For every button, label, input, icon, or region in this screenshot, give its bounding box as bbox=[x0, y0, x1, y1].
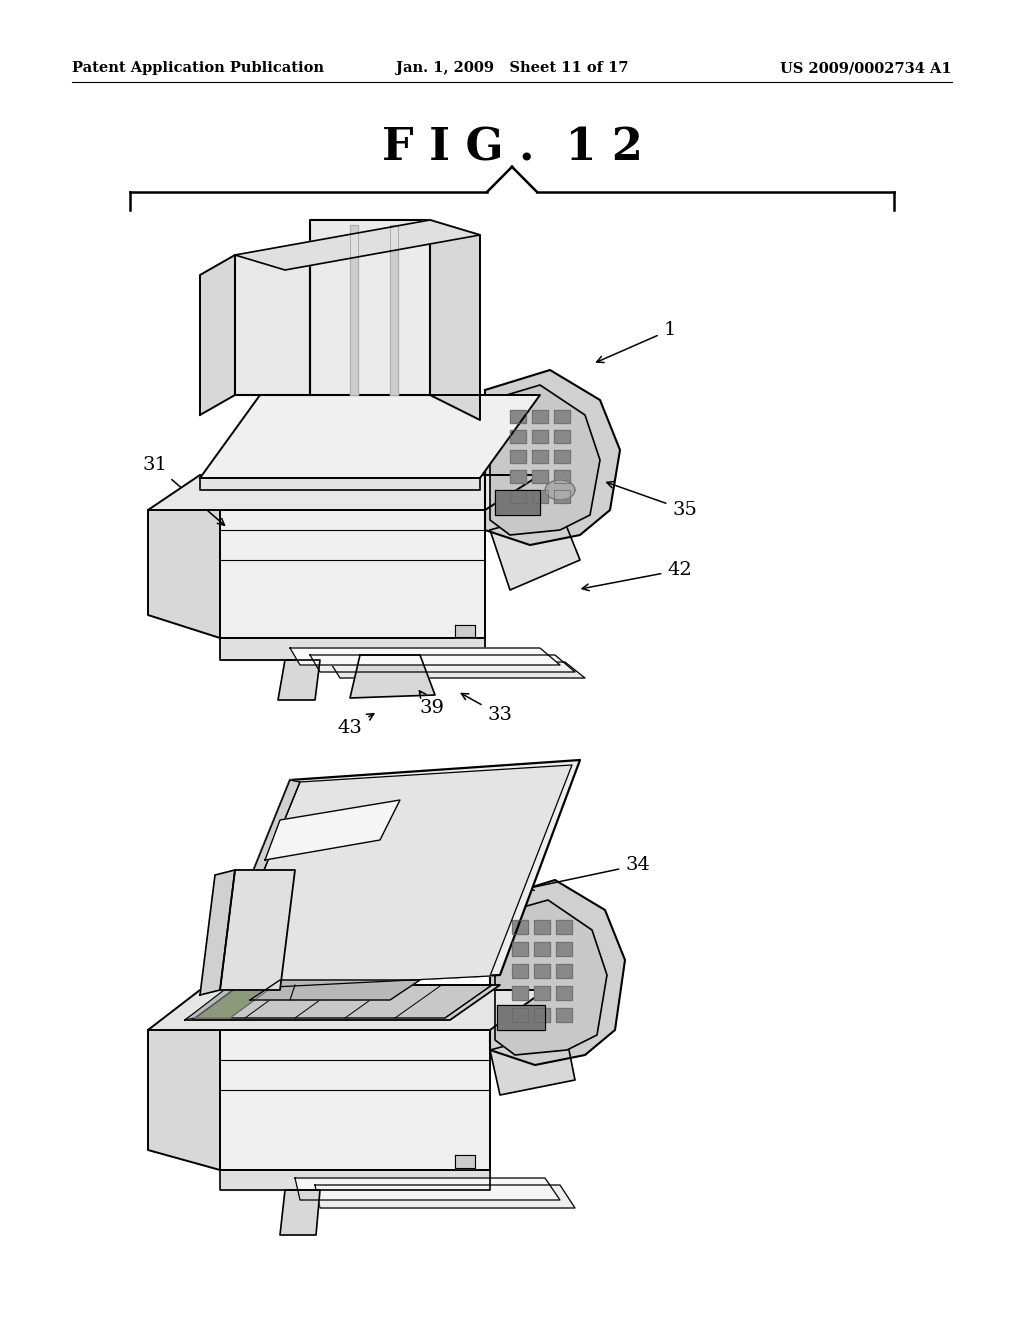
Polygon shape bbox=[532, 490, 548, 503]
Polygon shape bbox=[205, 780, 300, 990]
Polygon shape bbox=[554, 450, 570, 463]
Polygon shape bbox=[532, 450, 548, 463]
Polygon shape bbox=[490, 385, 600, 535]
Text: 39: 39 bbox=[419, 690, 444, 717]
Polygon shape bbox=[195, 985, 275, 1018]
Polygon shape bbox=[554, 470, 570, 483]
Polygon shape bbox=[330, 663, 585, 678]
Polygon shape bbox=[200, 478, 480, 490]
Polygon shape bbox=[556, 986, 572, 1001]
Polygon shape bbox=[512, 920, 528, 935]
Polygon shape bbox=[148, 1030, 220, 1170]
Polygon shape bbox=[220, 870, 295, 990]
Polygon shape bbox=[250, 979, 420, 1001]
Text: 35: 35 bbox=[607, 482, 697, 519]
Polygon shape bbox=[430, 220, 480, 420]
Polygon shape bbox=[485, 370, 620, 545]
Polygon shape bbox=[534, 942, 550, 956]
Polygon shape bbox=[554, 490, 570, 503]
Polygon shape bbox=[205, 760, 580, 990]
Polygon shape bbox=[280, 1191, 319, 1236]
Polygon shape bbox=[148, 475, 540, 510]
Polygon shape bbox=[265, 800, 400, 861]
Text: Patent Application Publication: Patent Application Publication bbox=[72, 61, 324, 75]
Polygon shape bbox=[185, 985, 500, 1020]
Polygon shape bbox=[532, 430, 548, 444]
Polygon shape bbox=[295, 1177, 560, 1200]
Text: 33: 33 bbox=[462, 693, 512, 723]
Polygon shape bbox=[510, 411, 526, 422]
Polygon shape bbox=[290, 648, 560, 665]
Polygon shape bbox=[532, 411, 548, 422]
Text: 43: 43 bbox=[338, 714, 374, 737]
Polygon shape bbox=[390, 224, 398, 395]
Polygon shape bbox=[148, 510, 220, 638]
Polygon shape bbox=[512, 942, 528, 956]
Text: 42: 42 bbox=[582, 561, 692, 590]
Text: US 2009/0002734 A1: US 2009/0002734 A1 bbox=[780, 61, 952, 75]
Polygon shape bbox=[310, 655, 575, 672]
Polygon shape bbox=[545, 480, 575, 500]
Polygon shape bbox=[455, 1155, 475, 1168]
Polygon shape bbox=[497, 1005, 545, 1030]
Polygon shape bbox=[556, 942, 572, 956]
Polygon shape bbox=[512, 1008, 528, 1022]
Polygon shape bbox=[490, 1030, 575, 1096]
Polygon shape bbox=[185, 985, 240, 1020]
Text: F I G .  1 2: F I G . 1 2 bbox=[382, 127, 642, 169]
Polygon shape bbox=[220, 638, 485, 660]
Polygon shape bbox=[510, 430, 526, 444]
Polygon shape bbox=[148, 990, 545, 1030]
Polygon shape bbox=[350, 224, 358, 395]
Polygon shape bbox=[455, 624, 475, 638]
Text: 31: 31 bbox=[142, 455, 224, 525]
Polygon shape bbox=[495, 490, 540, 515]
Polygon shape bbox=[200, 870, 234, 995]
Polygon shape bbox=[200, 395, 540, 478]
Polygon shape bbox=[195, 985, 492, 1018]
Polygon shape bbox=[534, 964, 550, 978]
Polygon shape bbox=[234, 220, 480, 271]
Text: 34: 34 bbox=[527, 855, 650, 891]
Polygon shape bbox=[200, 255, 234, 414]
Polygon shape bbox=[534, 1008, 550, 1022]
Polygon shape bbox=[510, 490, 526, 503]
Polygon shape bbox=[495, 900, 607, 1055]
Polygon shape bbox=[215, 766, 572, 990]
Polygon shape bbox=[512, 986, 528, 1001]
Polygon shape bbox=[220, 510, 485, 638]
Polygon shape bbox=[556, 1008, 572, 1022]
Polygon shape bbox=[315, 1185, 575, 1208]
Polygon shape bbox=[512, 964, 528, 978]
Polygon shape bbox=[310, 220, 430, 395]
Polygon shape bbox=[554, 430, 570, 444]
Polygon shape bbox=[510, 450, 526, 463]
Polygon shape bbox=[534, 920, 550, 935]
Polygon shape bbox=[220, 1030, 490, 1170]
Polygon shape bbox=[556, 920, 572, 935]
Polygon shape bbox=[534, 986, 550, 1001]
Text: 1: 1 bbox=[597, 321, 676, 363]
Text: Jan. 1, 2009   Sheet 11 of 17: Jan. 1, 2009 Sheet 11 of 17 bbox=[395, 61, 629, 75]
Polygon shape bbox=[234, 255, 310, 395]
Polygon shape bbox=[350, 655, 435, 698]
Polygon shape bbox=[556, 964, 572, 978]
Polygon shape bbox=[510, 470, 526, 483]
Polygon shape bbox=[278, 660, 319, 700]
Polygon shape bbox=[490, 880, 625, 1065]
Polygon shape bbox=[220, 1170, 490, 1191]
Polygon shape bbox=[490, 510, 580, 590]
Polygon shape bbox=[532, 470, 548, 483]
Polygon shape bbox=[554, 411, 570, 422]
